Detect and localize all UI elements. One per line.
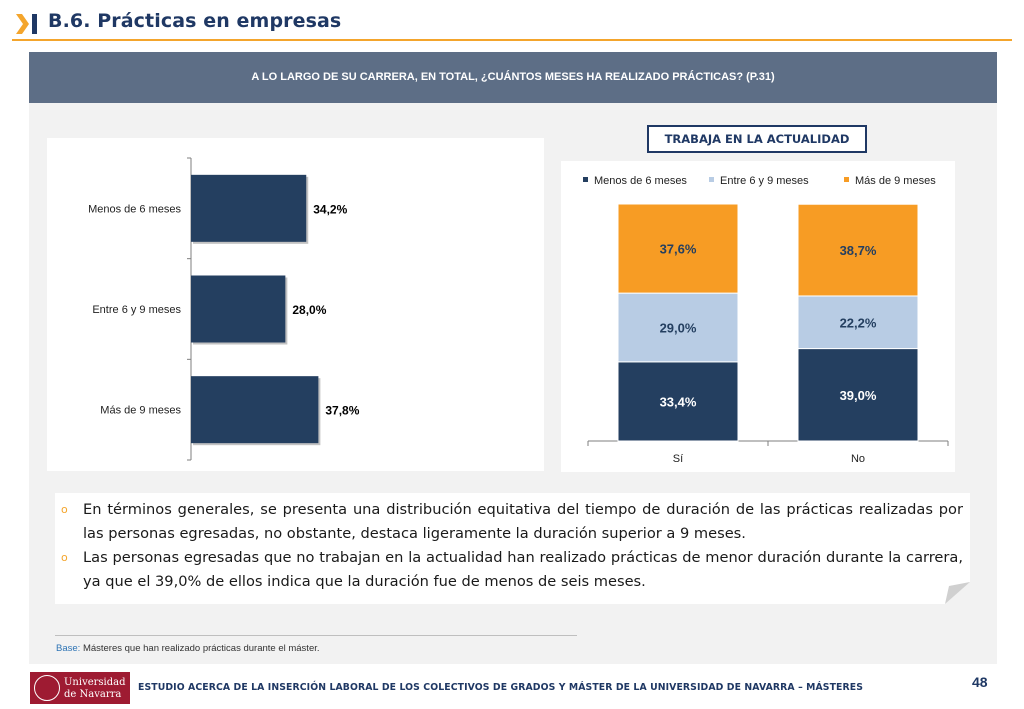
category-label: Más de 9 meses <box>100 405 181 417</box>
conclusions-box <box>55 493 970 604</box>
base-text: Másteres que han realizado prácticas dur… <box>82 643 320 654</box>
base-note: Base: Másteres que han realizado práctic… <box>56 643 320 654</box>
legend-label: Más de 9 meses <box>855 175 936 187</box>
bar <box>191 174 307 242</box>
data-label: 37,8% <box>325 404 359 418</box>
seal-icon <box>34 675 60 701</box>
conclusion-item: o En términos generales, se presenta una … <box>61 498 963 546</box>
stacked-bar-segment <box>617 292 739 363</box>
conclusions-list: o En términos generales, se presenta una … <box>61 498 963 594</box>
data-label: 33,4% <box>660 394 697 409</box>
category-label: Menos de 6 meses <box>88 203 181 215</box>
data-label: 29,0% <box>660 320 697 335</box>
legend-label: Menos de 6 meses <box>594 175 687 187</box>
page-number: 48 <box>972 674 988 690</box>
university-logo: Universidad de Navarra <box>30 672 130 704</box>
overall-chart-card: Menos de 6 meses 34,2% Entre 6 y 9 meses 28… <box>47 138 544 471</box>
bullet-circle-icon: o <box>61 551 68 564</box>
legend-label: Entre 6 y 9 meses <box>720 175 809 187</box>
conclusion-item: o Las personas egresadas que no trabajan … <box>61 546 963 594</box>
category-label: Sí <box>673 453 683 465</box>
page-title: B.6. Prácticas en empresas <box>48 10 342 32</box>
data-label: 39,0% <box>840 388 877 403</box>
base-divider <box>55 635 577 636</box>
footer-study-title: ESTUDIO ACERCA DE LA INSERCIÓN LABORAL D… <box>138 682 863 693</box>
stacked-bar-segment <box>797 203 919 297</box>
data-label: 28,0% <box>292 303 326 317</box>
segment-chart-card: Menos de 6 meses Entre 6 y 9 meses Más de … <box>561 161 955 472</box>
stacked-bar-segment <box>617 203 739 294</box>
base-label: Base: <box>56 643 81 654</box>
data-label: 37,6% <box>660 242 697 257</box>
legend-swatch <box>709 177 714 182</box>
segment-title: TRABAJA EN LA ACTUALIDAD <box>647 125 867 153</box>
employment-stacked-bar-chart: Menos de 6 meses Entre 6 y 9 meses Más de … <box>583 175 949 465</box>
category-label: No <box>851 453 865 465</box>
category-label: Entre 6 y 9 meses <box>92 304 181 316</box>
stacked-bar-segment <box>797 295 919 350</box>
bar <box>191 376 319 444</box>
bar <box>191 275 286 343</box>
data-label: 34,2% <box>313 202 347 216</box>
bullet-circle-icon: o <box>61 503 68 516</box>
overall-duration-bar-chart: Menos de 6 meses 34,2% Entre 6 y 9 meses 28… <box>88 157 360 461</box>
data-label: 38,7% <box>840 243 877 258</box>
legend-swatch <box>844 177 849 182</box>
question-banner: A LO LARGO DE SU CARRERA, EN TOTAL, ¿CUÁ… <box>29 52 997 103</box>
header-divider <box>12 39 1012 41</box>
stacked-bar-segment <box>617 361 739 442</box>
data-label: 22,2% <box>840 315 877 330</box>
page-fold-icon <box>945 582 970 604</box>
chevron-bar-icon <box>16 14 37 34</box>
legend-swatch <box>583 177 588 182</box>
